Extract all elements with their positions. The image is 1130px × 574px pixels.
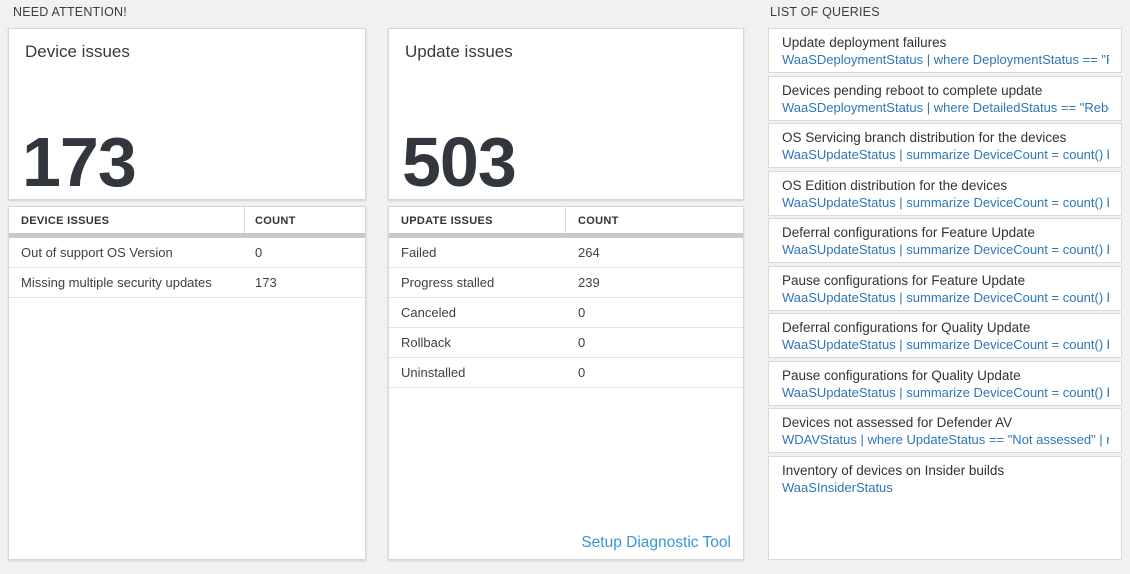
row-count: 264 — [578, 245, 600, 260]
query-title: Deferral configurations for Feature Upda… — [782, 225, 1035, 240]
column-header-count: COUNT — [578, 215, 619, 227]
update-issues-count: 503 — [402, 123, 517, 201]
row-label: Failed — [401, 245, 437, 260]
query-link[interactable]: WaaSUpdateStatus | summarize DeviceCount… — [782, 289, 1109, 305]
table-row[interactable]: Rollback 0 — [389, 328, 743, 358]
update-issues-tile[interactable]: Update issues 503 — [388, 28, 744, 200]
query-item-update-deployment-failures[interactable]: Update deployment failures WaaSDeploymen… — [768, 28, 1122, 73]
column-divider — [244, 207, 245, 233]
update-issues-title: Update issues — [405, 42, 513, 61]
query-link[interactable]: WaaSUpdateStatus | summarize DeviceCount… — [782, 242, 1109, 257]
row-count: 0 — [578, 305, 586, 320]
list-of-queries-label: LIST OF QUERIES — [770, 5, 880, 19]
query-item-devices-not-assessed-defender[interactable]: Devices not assessed for Defender AV WDA… — [768, 408, 1122, 453]
query-title: Deferral configurations for Quality Upda… — [782, 320, 1031, 335]
row-label: Uninstalled — [401, 365, 466, 380]
query-title: Update deployment failures — [782, 35, 947, 50]
device-issues-table-header: DEVICE ISSUES COUNT — [9, 207, 365, 233]
row-label: Canceled — [401, 305, 456, 320]
query-item-pause-quality-update[interactable]: Pause configurations for Quality Update … — [768, 360, 1122, 406]
query-link[interactable]: WaaSUpdateStatus | summarize DeviceCount… — [782, 147, 1109, 162]
device-issues-title: Device issues — [25, 42, 130, 61]
query-item-insider-builds-inventory[interactable]: Inventory of devices on Insider builds W… — [768, 455, 1122, 560]
query-title: OS Servicing branch distribution for the… — [782, 130, 1067, 145]
row-count: 0 — [578, 365, 586, 380]
device-issues-tile[interactable]: Device issues 173 — [8, 28, 366, 200]
query-title: Pause configurations for Quality Update — [782, 367, 1021, 383]
query-item-deferral-feature-update[interactable]: Deferral configurations for Feature Upda… — [768, 218, 1122, 263]
query-link[interactable]: WaaSInsiderStatus — [782, 479, 893, 495]
header-separator-bar — [389, 233, 743, 238]
device-issues-count: 173 — [22, 123, 137, 201]
query-list: Update deployment failures WaaSDeploymen… — [768, 28, 1122, 560]
query-item-deferral-quality-update[interactable]: Deferral configurations for Quality Upda… — [768, 313, 1122, 358]
query-link[interactable]: WaaSUpdateStatus | summarize DeviceCount… — [782, 194, 1109, 210]
row-count: 0 — [578, 335, 586, 350]
table-row[interactable]: Uninstalled 0 — [389, 358, 743, 388]
device-issues-table: DEVICE ISSUES COUNT Out of support OS Ve… — [8, 206, 366, 560]
query-link[interactable]: WaaSUpdateStatus | summarize DeviceCount… — [782, 384, 1109, 400]
query-item-os-edition-distribution[interactable]: OS Edition distribution for the devices … — [768, 170, 1122, 216]
column-header-update-issues: UPDATE ISSUES — [401, 215, 493, 227]
row-label: Progress stalled — [401, 275, 495, 290]
update-issues-table: UPDATE ISSUES COUNT Failed 264 Progress … — [388, 206, 744, 560]
table-row[interactable]: Progress stalled 239 — [389, 268, 743, 298]
table-row[interactable]: Canceled 0 — [389, 298, 743, 328]
query-title: Devices pending reboot to complete updat… — [782, 82, 1043, 98]
row-count: 173 — [255, 275, 277, 290]
table-row[interactable]: Out of support OS Version 0 — [9, 238, 365, 268]
need-attention-label: NEED ATTENTION! — [13, 5, 127, 19]
query-item-pause-feature-update[interactable]: Pause configurations for Feature Update … — [768, 265, 1122, 311]
query-link[interactable]: WaaSDeploymentStatus | where DetailedSta… — [782, 99, 1109, 115]
row-count: 0 — [255, 245, 263, 260]
column-header-count: COUNT — [255, 215, 296, 227]
table-row[interactable]: Missing multiple security updates 173 — [9, 268, 365, 298]
query-title: Devices not assessed for Defender AV — [782, 415, 1013, 430]
row-count: 239 — [578, 275, 600, 290]
query-link[interactable]: WaaSUpdateStatus | summarize DeviceCount… — [782, 337, 1109, 352]
column-divider — [565, 207, 566, 233]
setup-diagnostic-tool-link[interactable]: Setup Diagnostic Tool — [581, 534, 731, 551]
query-link[interactable]: WaaSDeploymentStatus | where DeploymentS… — [782, 52, 1109, 67]
row-label: Missing multiple security updates — [21, 275, 212, 290]
row-label: Rollback — [401, 335, 451, 350]
column-header-device-issues: DEVICE ISSUES — [21, 215, 110, 227]
query-link[interactable]: WDAVStatus | where UpdateStatus == "Not … — [782, 432, 1109, 447]
row-label: Out of support OS Version — [21, 245, 173, 260]
query-title: Pause configurations for Feature Update — [782, 272, 1026, 288]
query-item-os-servicing-branch[interactable]: OS Servicing branch distribution for the… — [768, 123, 1122, 168]
query-item-devices-pending-reboot[interactable]: Devices pending reboot to complete updat… — [768, 75, 1122, 121]
query-title: Inventory of devices on Insider builds — [782, 462, 1005, 478]
query-title: OS Edition distribution for the devices — [782, 177, 1008, 193]
table-row[interactable]: Failed 264 — [389, 238, 743, 268]
header-separator-bar — [9, 233, 365, 238]
update-issues-table-header: UPDATE ISSUES COUNT — [389, 207, 743, 233]
